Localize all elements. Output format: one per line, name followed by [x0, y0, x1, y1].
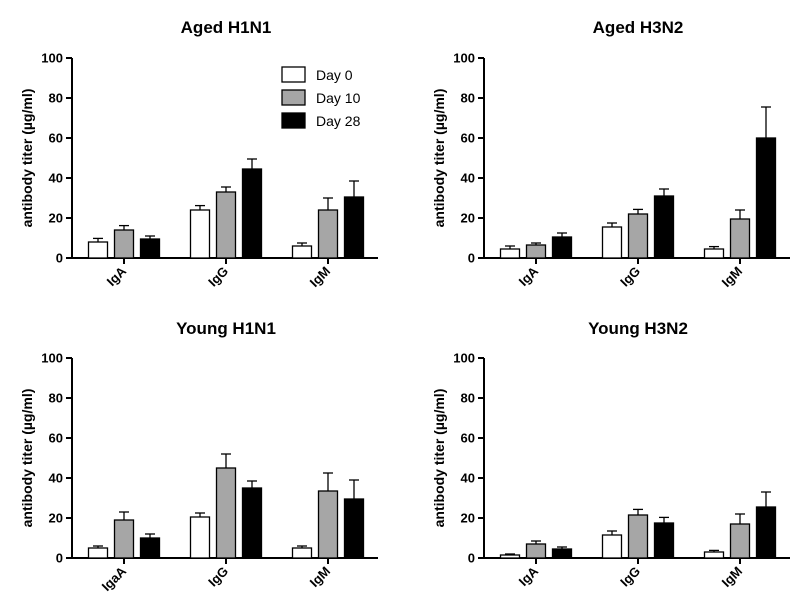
bar-day-28 — [551, 236, 573, 259]
x-tick-label: IgM — [307, 564, 333, 590]
legend-label: Day 0 — [316, 67, 353, 83]
y-axis-label: antibody titer (µg/ml) — [431, 389, 447, 528]
bar-day-10 — [113, 519, 135, 559]
bar-day-10 — [525, 244, 547, 259]
x-tick-label: IgM — [307, 264, 333, 290]
y-tick-label: 60 — [49, 431, 63, 446]
y-axis-label: antibody titer (µg/ml) — [19, 389, 35, 528]
x-tick-label: IgG — [617, 564, 643, 590]
chart-title: Young H1N1 — [176, 319, 276, 338]
bar-day-10 — [729, 218, 751, 259]
y-tick-label: 40 — [49, 171, 63, 186]
bar-day-10 — [215, 467, 237, 559]
legend-swatch — [281, 89, 306, 106]
bar-day-0 — [703, 551, 725, 559]
bar-day-28 — [343, 498, 365, 559]
bar-day-0 — [601, 226, 623, 259]
y-tick-label: 80 — [49, 91, 63, 106]
chart-title: Aged H1N1 — [181, 18, 272, 37]
y-tick-label: 80 — [461, 391, 475, 406]
y-tick-label: 60 — [461, 131, 475, 146]
bar-day-10 — [113, 229, 135, 259]
x-tick-label: IgaA — [99, 563, 130, 594]
y-tick-label: 20 — [461, 211, 475, 226]
x-tick-label: IgG — [205, 564, 231, 590]
legend-swatch — [281, 112, 306, 129]
x-tick-label: IgM — [719, 564, 745, 590]
y-axis-label: antibody titer (µg/ml) — [19, 89, 35, 228]
y-tick-label: 40 — [49, 471, 63, 486]
chart-panel-3: Young H1N1 antibody titer (µg/ml) 0 20 40 60 8… — [19, 319, 378, 594]
y-tick-label: 100 — [453, 351, 475, 366]
y-tick-label: 20 — [49, 211, 63, 226]
bar-day-0 — [87, 547, 109, 559]
y-tick-label: 80 — [49, 391, 63, 406]
bar-day-10 — [627, 514, 649, 559]
bar-day-28 — [551, 548, 573, 559]
y-tick-label: 40 — [461, 171, 475, 186]
y-tick-label: 60 — [49, 131, 63, 146]
bar-day-28 — [755, 137, 777, 259]
y-tick-label: 0 — [468, 551, 475, 566]
y-tick-label: 40 — [461, 471, 475, 486]
y-tick-label: 0 — [56, 251, 63, 266]
bar-day-28 — [139, 537, 161, 559]
chart-panel-1: Aged H1N1 antibody titer (µg/ml) 0 20 40 60 80… — [19, 18, 378, 290]
x-tick-label: IgA — [516, 563, 542, 589]
bar-day-10 — [525, 543, 547, 559]
bar-day-10 — [729, 523, 751, 559]
x-tick-label: IgA — [104, 263, 130, 289]
legend-swatch — [281, 66, 306, 83]
bar-day-0 — [291, 547, 313, 559]
y-tick-label: 60 — [461, 431, 475, 446]
chart-title: Young H3N2 — [588, 319, 688, 338]
x-tick-label: IgA — [516, 263, 542, 289]
bar-day-28 — [755, 506, 777, 559]
y-tick-label: 80 — [461, 91, 475, 106]
bar-day-28 — [241, 487, 263, 559]
bar-day-0 — [87, 241, 109, 259]
bar-day-28 — [653, 195, 675, 259]
chart-panel-4: Young H3N2 antibody titer (µg/ml) 0 20 40 60 8… — [431, 319, 790, 590]
y-tick-label: 20 — [461, 511, 475, 526]
legend-label: Day 28 — [316, 113, 361, 129]
chart-panel-2: Aged H3N2 antibody titer (µg/ml) 0 20 40 60 80… — [431, 18, 790, 290]
bar-day-28 — [653, 522, 675, 559]
bar-day-10 — [627, 213, 649, 259]
y-tick-label: 100 — [41, 51, 63, 66]
y-tick-label: 0 — [468, 251, 475, 266]
bar-day-28 — [343, 196, 365, 259]
bar-day-10 — [317, 490, 339, 559]
bar-day-0 — [601, 534, 623, 559]
bar-day-10 — [215, 191, 237, 259]
y-axis-label: antibody titer (µg/ml) — [431, 89, 447, 228]
bar-day-0 — [189, 516, 211, 559]
legend: Day 0 Day 10 Day 28 — [281, 66, 361, 129]
y-tick-label: 20 — [49, 511, 63, 526]
y-tick-label: 100 — [41, 351, 63, 366]
legend-label: Day 10 — [316, 90, 361, 106]
y-tick-label: 0 — [56, 551, 63, 566]
bar-day-0 — [499, 248, 521, 259]
bar-day-0 — [703, 248, 725, 259]
x-tick-label: IgG — [617, 264, 643, 290]
y-tick-label: 100 — [453, 51, 475, 66]
x-tick-label: IgG — [205, 264, 231, 290]
chart-title: Aged H3N2 — [593, 18, 684, 37]
bar-day-0 — [189, 209, 211, 259]
bar-day-28 — [139, 238, 161, 259]
x-tick-label: IgM — [719, 264, 745, 290]
bar-day-10 — [317, 209, 339, 259]
bar-day-0 — [499, 554, 521, 559]
bar-day-28 — [241, 168, 263, 259]
bar-day-0 — [291, 245, 313, 259]
